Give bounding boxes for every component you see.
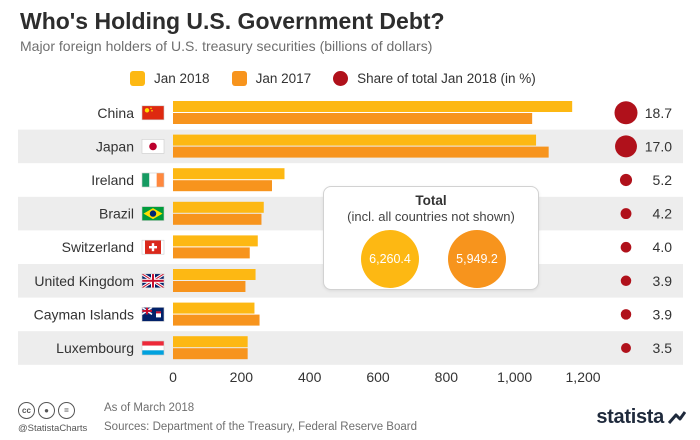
logo-wordmark: statista [596, 406, 664, 428]
share-label: 18.7 [645, 105, 672, 121]
total-2018-circle: 6,260.4 [361, 230, 419, 288]
share-dot [615, 135, 637, 158]
share-dot [621, 343, 631, 353]
legend-label-share: Share of total Jan 2018 (in %) [357, 70, 536, 86]
category-label: Brazil [99, 206, 134, 222]
chart-title: Who's Holding U.S. Government Debt? [20, 8, 445, 34]
luxembourg-flag-icon [141, 340, 165, 356]
x-tick-label: 200 [230, 369, 254, 385]
x-tick-label: 600 [366, 369, 390, 385]
bar-jan2018 [173, 302, 255, 314]
legend-item-jan2017: Jan 2017 [231, 70, 312, 86]
share-dot [620, 275, 632, 287]
x-tick-label: 0 [169, 369, 177, 385]
legend-item-jan2018: Jan 2018 [130, 70, 210, 86]
x-tick-label: 1,200 [566, 369, 601, 385]
legend-label-jan2018: Jan 2018 [154, 70, 210, 86]
legend-swatch-jan2017 [231, 70, 247, 86]
ireland-flag-icon [141, 172, 165, 188]
legend-label-jan2017: Jan 2017 [255, 70, 312, 86]
share-label: 4.2 [653, 206, 673, 222]
x-tick-label: 1,000 [497, 369, 532, 385]
bar-jan2018 [173, 201, 264, 213]
bar-jan2017 [173, 247, 250, 259]
japan-flag-icon [141, 139, 165, 154]
china-flag-icon [141, 105, 165, 121]
share-dot [620, 309, 632, 320]
bar-jan2018 [173, 336, 248, 348]
share-label: 5.2 [653, 172, 673, 188]
bar-jan2018 [173, 269, 256, 280]
category-label: Ireland [91, 172, 134, 188]
share-dot [614, 101, 638, 125]
logo-mark-icon [668, 410, 686, 424]
legend-swatch-share [333, 70, 349, 86]
share-label: 4.0 [653, 239, 673, 255]
switzerland-flag-icon [141, 239, 165, 255]
sources-note: Sources: Department of the Treasury, Fed… [104, 421, 417, 433]
legend-item-share: Share of total Jan 2018 (in %) [333, 70, 536, 86]
share-dot [620, 241, 632, 253]
share-label: 3.5 [653, 340, 673, 356]
share-label: 17.0 [645, 138, 672, 154]
bar-jan2017 [173, 113, 533, 124]
chart-subtitle: Major foreign holders of U.S. treasury s… [20, 38, 433, 54]
no-derivatives-icon: = [58, 402, 75, 419]
bar-jan2017 [173, 314, 260, 326]
category-label: Switzerland [62, 239, 134, 255]
category-label: China [97, 105, 134, 121]
bar-jan2017 [173, 281, 246, 292]
share-dot [620, 208, 632, 220]
x-tick-label: 400 [298, 369, 322, 385]
statista-logo[interactable]: statista [596, 406, 686, 429]
bar-jan2018 [173, 168, 285, 180]
social-handle: @StatistaCharts [18, 423, 88, 434]
category-label: Luxembourg [56, 340, 134, 356]
share-dot [619, 173, 633, 187]
bar-jan2018 [173, 101, 573, 112]
as-of-note: As of March 2018 [104, 402, 195, 414]
row-band [18, 331, 683, 365]
total-subtitle: (incl. all countries not shown) [347, 209, 515, 224]
x-tick-label: 800 [435, 369, 459, 385]
legend-swatch-jan2018 [130, 70, 145, 86]
category-label: Japan [96, 138, 134, 154]
bar-jan2018 [173, 134, 537, 146]
creative-commons-icon: cc [18, 402, 35, 419]
total-title: Total [415, 193, 447, 208]
legend: Jan 2018 Jan 2017 Share of total Jan 201… [130, 68, 558, 88]
bar-jan2017 [173, 348, 248, 360]
license-block: cc ● = @StatistaCharts [18, 402, 87, 434]
total-2017-circle: 5,949.2 [448, 230, 506, 288]
category-label: Cayman Islands [34, 306, 134, 322]
share-label: 3.9 [653, 306, 673, 322]
share-label: 3.9 [653, 273, 673, 289]
bar-jan2018 [173, 235, 258, 247]
bar-jan2017 [173, 213, 262, 225]
bar-jan2017 [173, 146, 549, 158]
united-kingdom-flag-icon [141, 272, 165, 290]
bar-jan2017 [173, 180, 272, 192]
brazil-flag-icon [141, 206, 165, 221]
attribution-icon: ● [38, 402, 55, 419]
total-callout: Total (incl. all countries not shown) 6,… [323, 186, 539, 290]
category-label: United Kingdom [34, 273, 134, 289]
cayman-islands-flag-icon [141, 306, 165, 322]
